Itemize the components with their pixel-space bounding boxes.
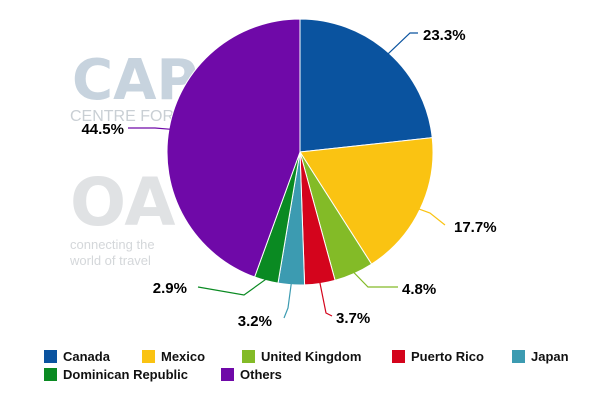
pie-leader-lines (128, 32, 446, 319)
data-label-canada: 23.3% (423, 27, 466, 44)
legend-swatch (142, 350, 155, 363)
legend-swatch (512, 350, 525, 363)
legend-label: Mexico (161, 349, 206, 364)
legend-item-canada: Canada (44, 349, 142, 364)
leader-line-others (128, 127, 172, 130)
legend-label: United Kingdom (261, 349, 362, 364)
leader-line-dominican-republic (197, 278, 268, 296)
legend-label: Japan (531, 349, 569, 364)
legend-item-mexico: Mexico (142, 349, 242, 364)
legend-row: Dominican Republic Others (44, 366, 584, 383)
data-label-united-kingdom: 4.8% (402, 281, 436, 298)
legend-item-united-kingdom: United Kingdom (242, 349, 392, 364)
legend-item-dominican-republic: Dominican Republic (44, 367, 221, 382)
leader-line-mexico (417, 208, 446, 226)
leader-line-japan (283, 282, 292, 319)
legend-swatch (242, 350, 255, 363)
watermark-tagline-1: connecting the (70, 237, 155, 252)
legend-label: Dominican Republic (63, 367, 188, 382)
pie-slice-canada (299, 18, 433, 153)
legend-label: Others (240, 367, 282, 382)
pie-chart: CAPA CENTRE FOR AVIATION OAG connecting … (69, 18, 497, 330)
watermark-tagline-2: world of travel (69, 253, 151, 268)
chart-legend: Canada Mexico United Kingdom Puerto Rico… (44, 348, 584, 384)
legend-label: Canada (63, 349, 110, 364)
data-label-japan: 3.2% (238, 313, 272, 330)
legend-item-puerto-rico: Puerto Rico (392, 349, 512, 364)
legend-swatch (44, 368, 57, 381)
pie-slices (166, 18, 434, 286)
legend-row: Canada Mexico United Kingdom Puerto Rico… (44, 348, 584, 365)
leader-line-canada (387, 32, 418, 55)
leader-line-united-kingdom (352, 271, 398, 288)
data-label-puerto-rico: 3.7% (336, 310, 370, 327)
data-label-mexico: 17.7% (454, 219, 497, 236)
legend-item-others: Others (221, 367, 282, 382)
legend-label: Puerto Rico (411, 349, 484, 364)
pie-data-labels: 23.3% 17.7% 4.8% 3.7% 3.2% 2.9% 44.5% (81, 27, 496, 330)
data-label-dominican-republic: 2.9% (153, 280, 187, 297)
legend-item-japan: Japan (512, 349, 569, 364)
legend-swatch (44, 350, 57, 363)
data-label-others: 44.5% (81, 121, 124, 138)
legend-swatch (221, 368, 234, 381)
legend-swatch (392, 350, 405, 363)
leader-line-puerto-rico (319, 281, 333, 317)
